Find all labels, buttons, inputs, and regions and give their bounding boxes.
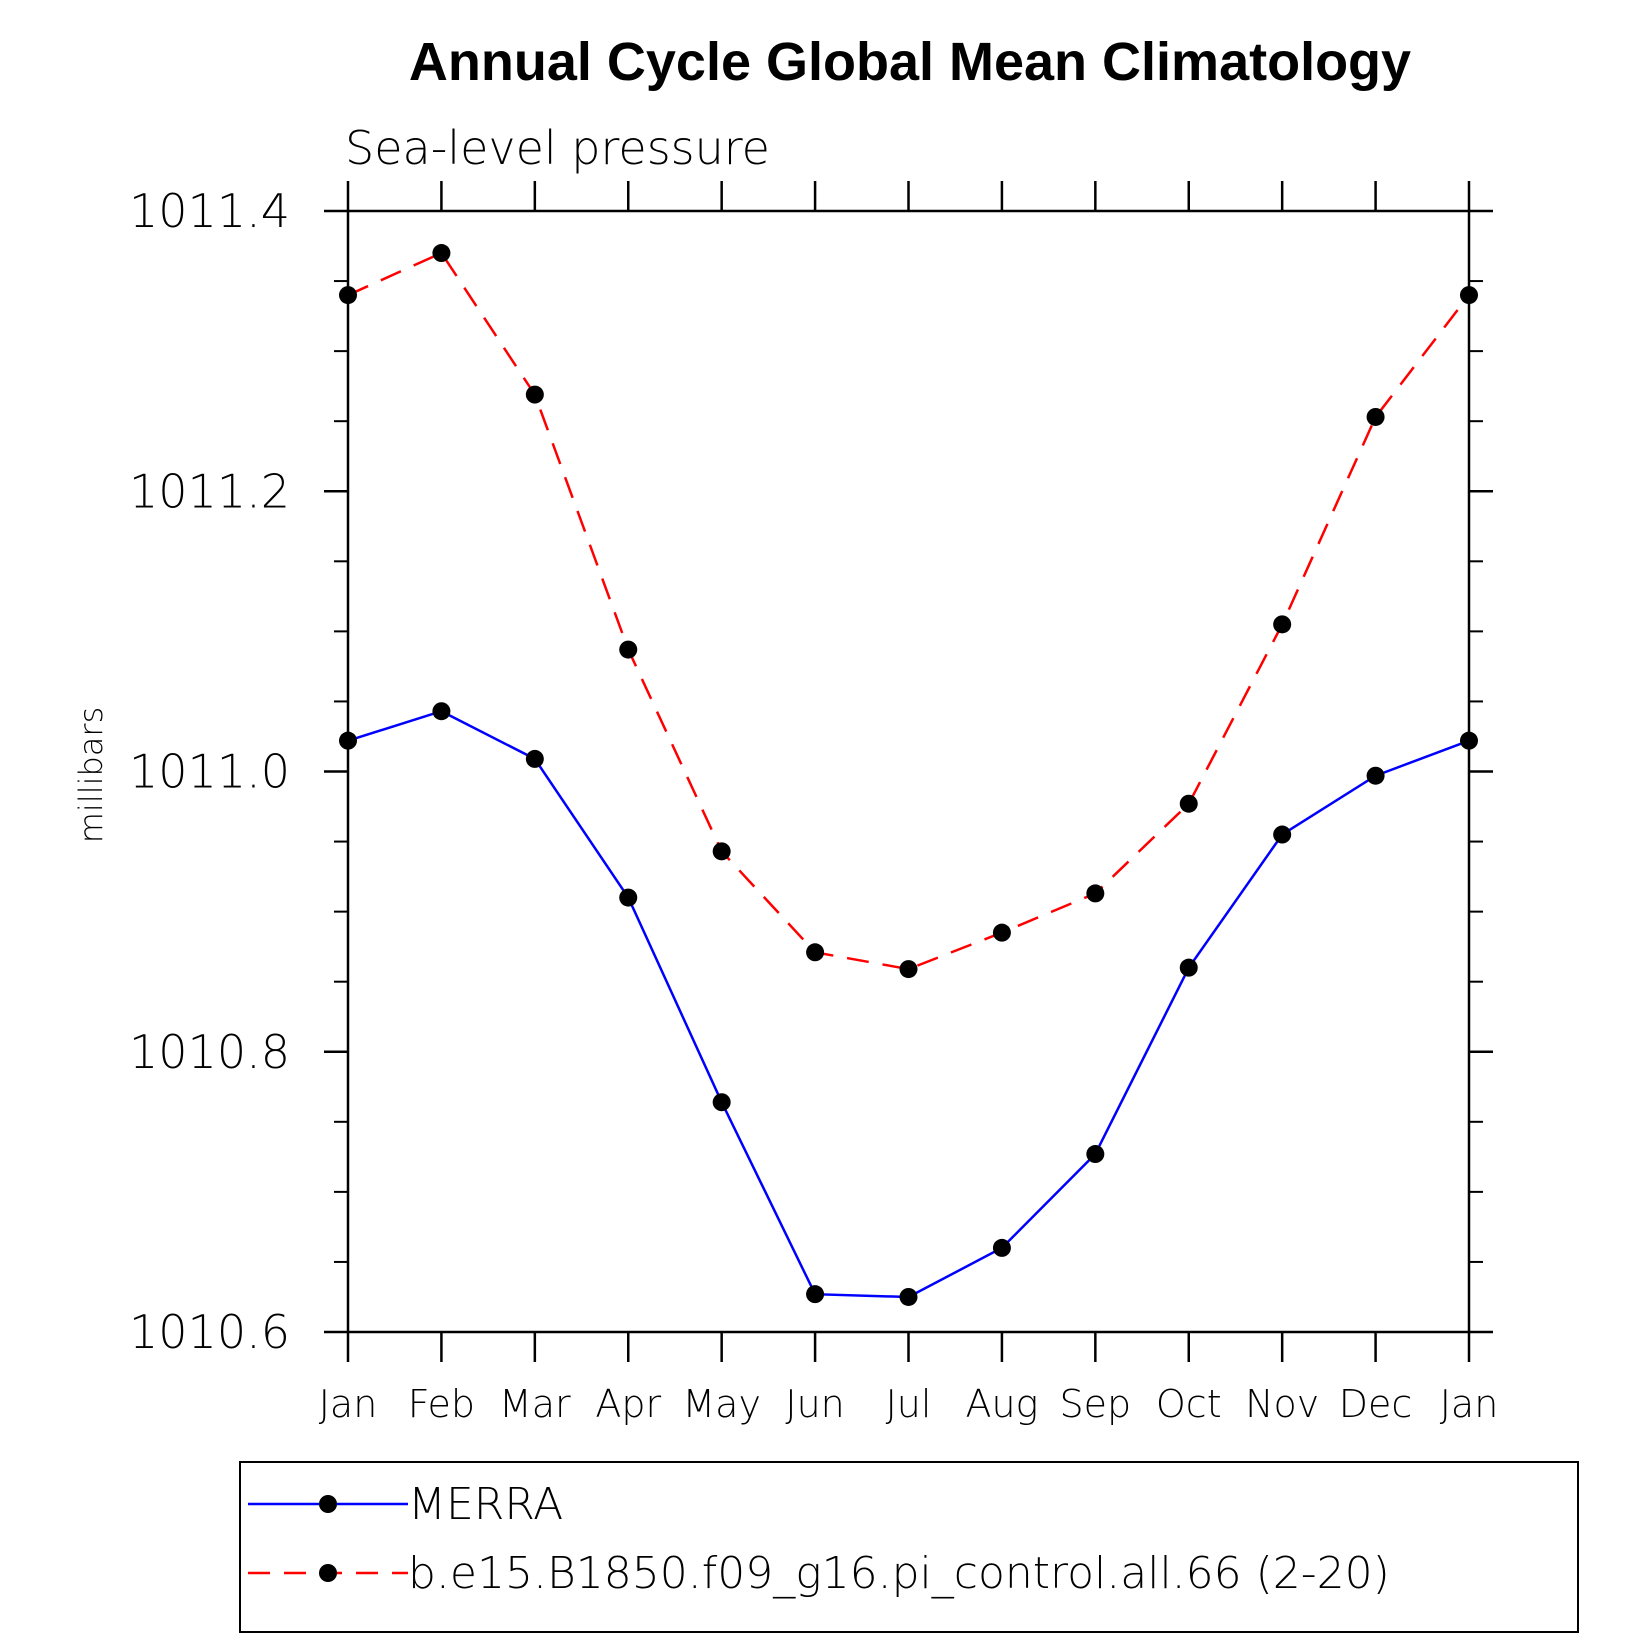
data-point-s0-7 (992, 1238, 1011, 1257)
xtick-label: Mar (499, 1382, 571, 1426)
ytick-label: 1010.8 (129, 1025, 290, 1079)
xtick-label: Jun (785, 1382, 844, 1426)
data-point-s0-1 (432, 702, 451, 721)
data-point-s0-11 (1366, 766, 1385, 785)
data-point-s1-1 (432, 244, 451, 263)
xtick-label: Jan (319, 1382, 378, 1426)
xtick-label: Apr (595, 1382, 661, 1426)
data-point-s1-7 (992, 923, 1011, 942)
xtick-label: Oct (1156, 1382, 1222, 1426)
data-point-s1-6 (899, 960, 918, 979)
xtick-label: Dec (1339, 1382, 1413, 1426)
xtick-label: Jul (886, 1382, 932, 1426)
plot-frame (346, 209, 1471, 1334)
legend: MERRA b.e15.B1850.f09_g16.pi_control.all… (239, 1461, 1579, 1633)
xtick-label: Nov (1245, 1382, 1319, 1426)
ytick-label: 1011.4 (129, 184, 290, 238)
data-point-s0-2 (525, 749, 544, 768)
data-point-s0-9 (1179, 958, 1198, 977)
ytick-label: 1010.6 (129, 1305, 290, 1359)
chart-subtitle: Sea-level pressure (345, 121, 770, 175)
series-markers (339, 244, 1478, 1306)
data-point-s1-3 (619, 640, 638, 659)
xtick-label: Aug (965, 1382, 1038, 1426)
legend-label-model: b.e15.B1850.f09_g16.pi_control.all.66 (2… (408, 1548, 1390, 1599)
chart-title: Annual Cycle Global Mean Climatology (409, 32, 1411, 92)
y-tick-labels: 1010.6 1010.8 1011.0 1011.2 1011.4 (129, 184, 290, 1359)
legend-marker-model (319, 1564, 337, 1582)
data-point-s0-3 (619, 888, 638, 907)
axis-ticks (324, 181, 1493, 1362)
data-point-s0-6 (899, 1287, 918, 1306)
data-point-s0-5 (806, 1285, 825, 1304)
x-tick-labels: Jan Feb Mar Apr May Jun Jul Aug Sep Oct Nov Dec Jan (319, 1382, 1499, 1426)
data-point-s1-5 (806, 943, 825, 962)
data-point-s1-4 (712, 842, 731, 861)
xtick-label: Jan (1440, 1382, 1499, 1426)
y-axis-label: millibars (72, 707, 110, 843)
series-line-1 (347, 251, 1470, 971)
xtick-label: Sep (1060, 1382, 1132, 1426)
xtick-label: Feb (408, 1382, 475, 1426)
data-point-s1-11 (1366, 407, 1385, 426)
legend-box (239, 1461, 1579, 1633)
data-point-s0-4 (712, 1093, 731, 1112)
legend-label-merra: MERRA (408, 1479, 563, 1530)
series-lines (347, 251, 1470, 1299)
data-point-s1-2 (525, 385, 544, 404)
ytick-label: 1011.0 (129, 745, 290, 799)
legend-marker-merra (319, 1495, 337, 1513)
xtick-label: May (682, 1382, 761, 1426)
data-point-s1-8 (1086, 884, 1105, 903)
data-point-s0-8 (1086, 1145, 1105, 1164)
series-line-0 (347, 709, 1470, 1299)
ytick-label: 1011.2 (129, 464, 290, 518)
data-point-s1-9 (1179, 794, 1198, 813)
data-point-s1-10 (1273, 615, 1292, 634)
data-point-s0-10 (1273, 825, 1292, 844)
